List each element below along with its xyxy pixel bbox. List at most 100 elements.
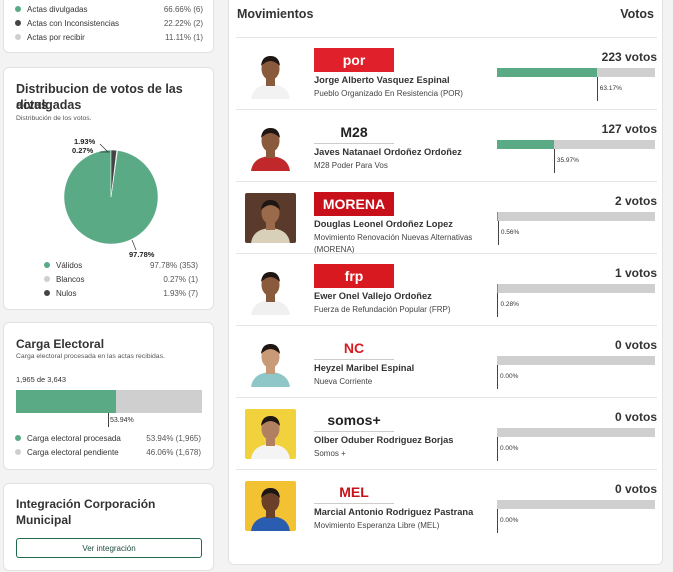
legend-label: Válidos	[56, 260, 83, 270]
party-logo-icon: somos+	[314, 408, 394, 432]
party-logo-icon: NC	[314, 336, 394, 360]
legend-actas-inconsistencias: Actas con Inconsistencias 22.22% (2)	[15, 17, 203, 29]
legend-blancos: Blancos 0.27% (1)	[44, 273, 198, 285]
party-logo-icon: MEL	[314, 480, 394, 504]
candidate-name: Douglas Leonel Ordoñez Lopez	[314, 219, 453, 229]
legend-actas-divulgadas: Actas divulgadas 66.66% (6)	[15, 3, 203, 15]
legend-label: Blancos	[56, 274, 85, 284]
party-logo-icon: frp	[314, 264, 394, 288]
carga-electoral-card: Carga Electoral Carga electoral procesad…	[3, 322, 214, 470]
candidate-photo	[245, 265, 296, 315]
legend-actas-por-recibir: Actas por recibir 11.11% (1)	[15, 31, 203, 43]
candidate-percent: 0.00%	[500, 517, 519, 524]
candidate-photo	[245, 193, 296, 243]
candidate-vote-fill	[497, 140, 554, 149]
pie-label-validos: 97.78%	[129, 250, 155, 259]
distribution-title-2: divulgadas	[16, 98, 82, 112]
candidate-portrait-icon	[245, 337, 296, 387]
legend-validos: Válidos 97.78% (353)	[44, 259, 198, 271]
integracion-title-2: Municipal	[16, 513, 72, 527]
green-dot-icon	[15, 435, 21, 441]
carga-count: 1,965 de 3,643	[16, 375, 67, 384]
candidate-name: Olber Oduber Rodriguez Borjas	[314, 435, 454, 445]
integracion-card: Integración Corporación Municipal Ver in…	[3, 483, 214, 571]
candidate-portrait-icon	[245, 409, 296, 459]
candidate-bar-tick	[497, 437, 498, 461]
carga-progress-fill	[16, 390, 117, 413]
candidate-party: Somos +	[314, 449, 346, 458]
integracion-title-1: Integración Corporación	[16, 497, 156, 511]
legend-value: 11.11% (1)	[165, 32, 203, 42]
candidate-party: Movimiento Esperanza Libre (MEL)	[314, 521, 440, 530]
votes-pie-chart: 1.93%0.27% 97.78%	[63, 137, 159, 259]
candidate-votes: 223 votos	[601, 50, 657, 64]
dark-dot-icon	[15, 20, 21, 26]
pie-label-blancos: 0.27%	[72, 146, 94, 155]
candidate-vote-bar	[497, 68, 655, 77]
candidate-bar-tick	[497, 221, 499, 245]
candidate-portrait-icon	[245, 265, 296, 315]
candidate-photo	[245, 49, 296, 99]
legend-carga-procesada: Carga electoral procesada 53.94% (1,965)	[15, 432, 201, 444]
candidate-vote-bar	[497, 284, 655, 293]
candidate-photo	[245, 481, 296, 531]
candidate-vote-bar	[497, 356, 655, 365]
carga-progress-bar	[16, 390, 202, 413]
candidate-name: Marcial Antonio Rodriguez Pastrana	[314, 507, 474, 517]
candidate-vote-bar	[497, 428, 655, 437]
candidate-votes: 2 votos	[614, 194, 657, 208]
candidate-row: por Jorge Alberto Vasquez Espinal Pueblo O…	[236, 37, 657, 109]
candidate-party: Movimiento Renovación Nuevas Alternativa…	[314, 233, 473, 254]
candidate-vote-bar	[497, 500, 655, 509]
candidate-party: Nueva Corriente	[314, 377, 373, 386]
candidate-votes: 0 votos	[614, 410, 657, 424]
pie-pointer-nulos	[99, 143, 109, 153]
candidate-votes: 0 votos	[614, 482, 657, 496]
candidate-percent: 0.28%	[500, 301, 519, 308]
candidate-bar-tick	[497, 293, 499, 317]
candidate-photo	[245, 121, 296, 171]
candidate-name: Ewer Onel Vallejo Ordoñez	[314, 291, 432, 301]
candidate-party: Fuerza de Refundación Popular (FRP)	[314, 305, 451, 314]
candidate-party: M28 Poder Para Vos	[314, 161, 388, 170]
candidate-row: MORENA Douglas Leonel Ordoñez Lopez Movimi…	[236, 181, 657, 254]
candidate-percent: 35.97%	[556, 157, 579, 164]
legend-label: Actas con Inconsistencias	[27, 18, 120, 28]
candidate-percent: 63.17%	[599, 85, 622, 92]
candidate-percent: 0.00%	[500, 445, 519, 452]
carga-bar-label: 53.94%	[110, 417, 134, 424]
legend-value: 53.94% (1,965)	[146, 433, 201, 443]
candidate-portrait-icon	[245, 193, 296, 243]
candidate-bar-tick	[497, 509, 498, 533]
candidate-percent: 0.00%	[500, 373, 519, 380]
candidate-portrait-icon	[245, 49, 296, 99]
legend-label: Actas por recibir	[27, 32, 85, 42]
movimientos-card: Movimientos Votos por Jorge Alberto Vasqu…	[228, 0, 663, 565]
candidate-bar-tick	[596, 77, 598, 101]
candidate-vote-fill	[497, 68, 597, 77]
candidate-votes: 0 votos	[614, 338, 657, 352]
carga-title: Carga Electoral	[16, 337, 105, 351]
legend-label: Carga electoral pendiente	[27, 447, 119, 457]
legend-value: 1.93% (7)	[163, 288, 198, 298]
distribution-card: Distribucion de votos de las actas divul…	[3, 67, 214, 310]
candidate-name: Jorge Alberto Vasquez Espinal	[314, 75, 450, 85]
party-logo-icon: M28	[314, 120, 394, 144]
legend-carga-pendiente: Carga electoral pendiente 46.06% (1,678)	[15, 446, 201, 458]
candidate-portrait-icon	[245, 121, 296, 171]
candidate-votes: 1 votos	[614, 266, 657, 280]
legend-value: 22.22% (2)	[163, 18, 203, 28]
candidate-name: Heyzel Maribel Espinal	[314, 363, 415, 373]
pie-slice-nulos	[110, 149, 117, 198]
candidate-vote-fill	[497, 212, 498, 221]
candidate-row: frp Ewer Onel Vallejo Ordoñez Fuerza de Re…	[236, 253, 657, 325]
candidate-portrait-icon	[245, 481, 296, 531]
candidate-percent: 0.56%	[500, 229, 520, 236]
legend-label: Nulos	[56, 288, 77, 298]
carga-subtitle: Carga electoral procesada en las actas r…	[16, 353, 165, 360]
votos-column-title: Votos	[620, 7, 654, 21]
candidate-vote-bar	[497, 140, 655, 149]
green-dot-icon	[15, 6, 21, 12]
ver-integracion-button[interactable]: Ver integración	[16, 538, 202, 558]
distribution-subtitle: Distribución de los votos.	[16, 115, 92, 122]
